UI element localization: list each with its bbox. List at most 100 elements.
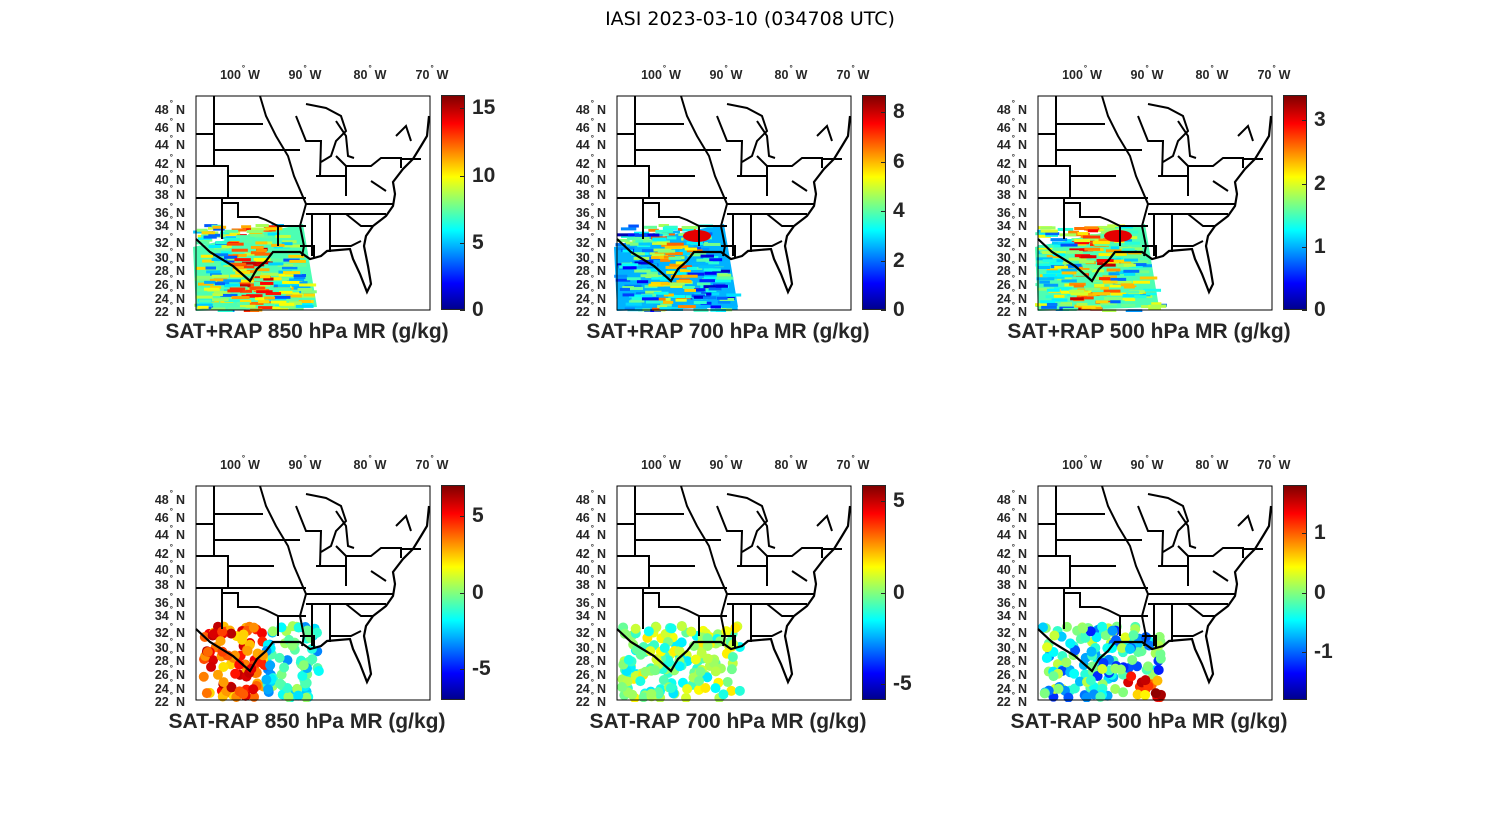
degree-symbol: ° — [169, 605, 173, 614]
lat-hemisphere: N — [1017, 511, 1027, 525]
lon-hemisphere: W — [669, 68, 681, 82]
swath-pixel — [1068, 257, 1087, 261]
degree-symbol: ° — [241, 64, 246, 73]
swath-pixel — [211, 298, 229, 302]
lon-hemisphere: W — [374, 458, 387, 472]
swath-pixel — [666, 270, 677, 274]
swath-pixel — [701, 292, 712, 296]
lat-label: 46° N — [987, 507, 1027, 525]
lat-hemisphere: N — [175, 236, 185, 250]
state-border — [721, 245, 736, 258]
data-point — [1069, 668, 1080, 679]
lat-value: 24 — [996, 682, 1011, 696]
state-border — [716, 115, 744, 177]
swath-pixel — [685, 295, 697, 299]
data-point — [1116, 643, 1127, 654]
data-point — [202, 647, 213, 658]
lat-label: 34° N — [566, 605, 606, 623]
degree-symbol: ° — [430, 454, 434, 463]
lat-label: 28° N — [145, 260, 185, 278]
lon-label: 80° W — [354, 64, 387, 82]
data-point — [1041, 653, 1052, 664]
swath-pixel — [714, 279, 732, 283]
degree-symbol: ° — [1011, 574, 1015, 583]
state-border — [295, 505, 323, 567]
swath-pixel — [705, 261, 720, 265]
lat-hemisphere: N — [175, 695, 185, 709]
data-point — [643, 626, 654, 637]
lat-label: 30° N — [987, 247, 1027, 265]
swath-pixel — [195, 303, 213, 307]
lat-label: 34° N — [987, 215, 1027, 233]
swath-pixel — [268, 262, 284, 266]
lon-value: 90 — [1130, 68, 1145, 82]
swath-pixel — [268, 298, 287, 302]
swath-pixel — [622, 266, 637, 270]
degree-symbol: ° — [169, 559, 173, 568]
lat-value: 42 — [996, 547, 1011, 561]
swath-pixel — [246, 294, 263, 298]
data-point — [1118, 687, 1129, 698]
data-point — [1110, 663, 1121, 674]
swath-pixel — [669, 263, 682, 267]
swath-pixel — [682, 286, 695, 290]
swath-pixel — [691, 266, 703, 270]
swath-pixel — [231, 296, 250, 300]
data-point — [298, 660, 309, 671]
swath-pixel — [1091, 280, 1109, 284]
lat-value: 48 — [996, 493, 1011, 507]
swath-pixel — [688, 252, 707, 256]
lon-label: 100° W — [220, 64, 260, 82]
swath-pixel — [206, 270, 221, 274]
swath-pixel — [197, 237, 212, 241]
colorbar-tick-label: 3 — [1314, 108, 1326, 132]
lat-hemisphere: N — [175, 528, 185, 542]
swath-pixel — [1056, 274, 1073, 278]
swath-pixel — [1057, 277, 1072, 281]
lat-hemisphere: N — [596, 596, 606, 610]
swath-pixel — [227, 257, 241, 261]
lon-label: 80° W — [775, 454, 808, 472]
data-point — [282, 683, 293, 694]
swath-pixel — [703, 276, 720, 280]
colorbar-tick-label: 0 — [893, 580, 905, 604]
data-point — [1127, 654, 1138, 665]
lat-hemisphere: N — [596, 138, 606, 152]
swath-pixel — [263, 225, 282, 229]
swath-pixel — [1096, 236, 1113, 240]
swath-pixel — [261, 272, 279, 276]
swath-pixel — [213, 290, 231, 294]
swath-pixel — [212, 225, 227, 229]
lon-hemisphere: W — [436, 68, 449, 82]
swath-pixel — [646, 271, 658, 275]
swath-pixel — [643, 239, 657, 243]
swath-pixel — [1069, 289, 1085, 293]
swath-pixel — [1095, 300, 1109, 304]
swath-pixel — [1068, 230, 1080, 234]
lat-label: 46° N — [566, 507, 606, 525]
data-point — [1140, 689, 1151, 700]
swath-pixel — [721, 306, 738, 310]
state-border — [1177, 120, 1197, 159]
swath-pixel — [675, 261, 686, 265]
degree-symbol: ° — [1083, 454, 1088, 463]
lat-value: 48 — [154, 493, 169, 507]
state-border — [791, 180, 808, 192]
swath-pixel — [270, 277, 282, 281]
lat-label: 32° N — [987, 622, 1027, 640]
lon-hemisphere: W — [1278, 68, 1291, 82]
lat-value: 48 — [154, 103, 169, 117]
swath-pixel — [213, 253, 229, 257]
swath-pixel — [239, 304, 256, 308]
data-point — [279, 662, 290, 673]
swath-pixel — [256, 290, 273, 294]
lon-label: 100° W — [641, 64, 681, 82]
lon-label: 90° W — [1131, 454, 1164, 472]
map-plot — [193, 95, 431, 312]
data-point — [1065, 638, 1076, 649]
swath-pixel — [254, 268, 270, 272]
lat-label: 48° N — [566, 489, 606, 507]
colorbar-tick-mark — [881, 501, 886, 503]
swath-pixel — [614, 274, 628, 278]
lat-label: 22° N — [566, 301, 606, 319]
